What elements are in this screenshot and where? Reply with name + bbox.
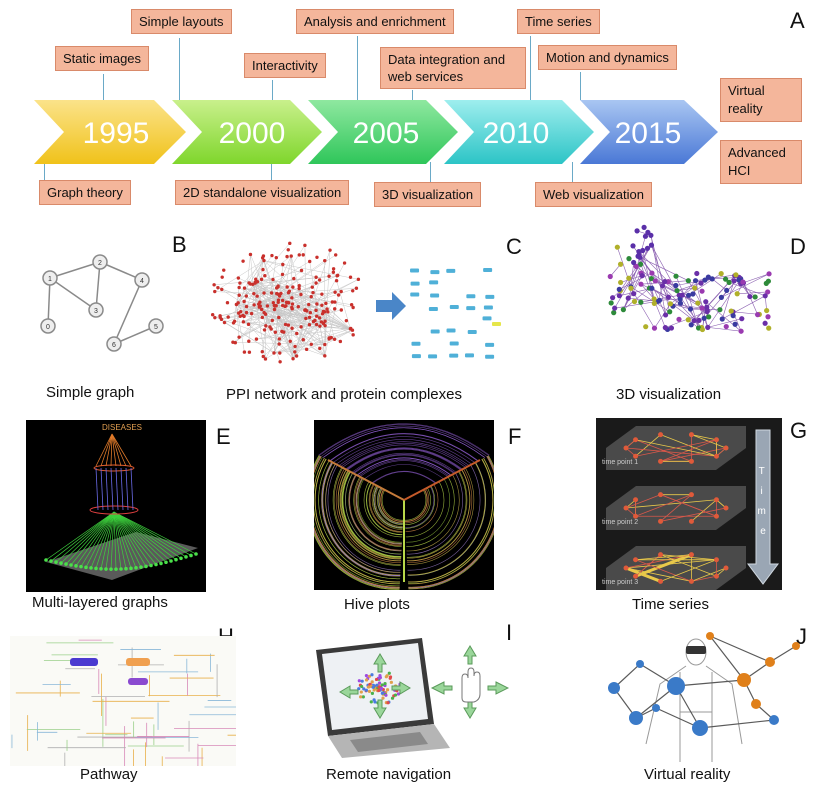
- panel-letter-d: D: [790, 234, 806, 259]
- graph-node-label: 4: [140, 278, 144, 285]
- timeline-label: 2D standalone visualization: [175, 180, 350, 205]
- graph-node-label: 1: [48, 276, 52, 283]
- connector-line: [430, 162, 431, 182]
- graph-node-label: 2: [98, 260, 102, 267]
- caption-hive-plots: Hive plots: [344, 596, 410, 613]
- timeline-label: Data integration and web services: [380, 47, 526, 89]
- hive-plot-image: [314, 420, 494, 590]
- graph-node-label: 3: [94, 308, 98, 315]
- time-arrow-letter: T: [759, 466, 765, 477]
- connector-line: [44, 162, 45, 180]
- timeline-arrow: 1995 2000 2005 2010 2015: [34, 100, 718, 164]
- timeline-label: Virtual reality: [720, 78, 802, 122]
- timeline-label: Analysis and enrichment: [296, 9, 454, 34]
- timeline-label: Web visualization: [535, 182, 652, 207]
- graph-node-label: 6: [112, 342, 116, 349]
- timeline-label: Advanced HCI: [720, 140, 802, 184]
- timeline-label: 3D visualization: [374, 182, 482, 207]
- 3d-visualization-image: [607, 224, 772, 334]
- diseases-label: DISEASES: [102, 423, 142, 432]
- time-point-label: time point 2: [602, 519, 638, 526]
- caption-ppi-network: PPI network and protein complexes: [226, 386, 462, 403]
- panel-letter-a: A: [790, 8, 805, 33]
- panel-letter-e: E: [216, 424, 231, 449]
- time-arrow-letter: i: [760, 486, 762, 497]
- timeline-label: Interactivity: [244, 53, 326, 78]
- connector-line: [357, 36, 358, 100]
- remote-navigation-image: [316, 638, 510, 758]
- caption-3d-visualization: 3D visualization: [616, 386, 722, 403]
- chevron-2000: [172, 100, 322, 164]
- virtual-reality-image: [608, 632, 800, 762]
- ppi-network-image: [210, 241, 501, 364]
- chevron-2015: [580, 100, 718, 164]
- pathway-map-image: [10, 636, 236, 766]
- connector-line: [580, 72, 581, 100]
- connector-line: [103, 74, 104, 100]
- caption-time-series: Time series: [632, 596, 709, 613]
- graph-node-label: 5: [154, 324, 158, 331]
- timeline-label: Motion and dynamics: [538, 45, 677, 70]
- year-label: 2000: [219, 117, 286, 150]
- time-arrow-label: T i m e: [757, 466, 768, 537]
- time-point-label: time point 3: [602, 579, 638, 586]
- year-label: 2010: [483, 117, 550, 150]
- panel-letter-i: I: [506, 620, 513, 645]
- chevron-2005: [308, 100, 458, 164]
- hand-icon: [461, 667, 481, 703]
- caption-multi-layered: Multi-layered graphs: [32, 594, 168, 611]
- year-label: 1995: [83, 117, 150, 150]
- time-series-image: T i m e time point 1 time point 2 time p…: [596, 418, 782, 590]
- timeline-label: Graph theory: [39, 180, 131, 205]
- arrow-right-icon: [376, 292, 406, 320]
- panel-letter-g: G: [790, 418, 808, 443]
- panel-letter-j: J: [796, 624, 807, 649]
- connector-line: [412, 90, 413, 100]
- panel-letter-b: B: [172, 232, 187, 257]
- year-label: 2005: [353, 117, 420, 150]
- connector-line: [272, 80, 273, 100]
- caption-simple-graph: Simple graph: [46, 384, 135, 401]
- simple-graph-image: 0 1 2 3 4 5 6: [40, 254, 164, 352]
- connector-line: [271, 162, 272, 180]
- time-arrow-letter: m: [757, 506, 765, 517]
- multi-layered-graph-image: DISEASES: [26, 420, 206, 592]
- caption-pathway: Pathway: [80, 766, 138, 783]
- connector-line: [179, 38, 180, 100]
- timeline-label: Simple layouts: [131, 9, 232, 34]
- caption-remote-navigation: Remote navigation: [326, 766, 452, 783]
- time-arrow-icon: [747, 429, 779, 585]
- caption-virtual-reality: Virtual reality: [644, 766, 731, 783]
- connector-line: [530, 36, 531, 100]
- panel-letter-c: C: [506, 234, 522, 259]
- timeline-label: Time series: [517, 9, 600, 34]
- timeline-label: Static images: [55, 46, 150, 71]
- year-label: 2015: [615, 117, 682, 150]
- chevron-1995: [34, 100, 186, 164]
- graph-node-label: 0: [46, 324, 50, 331]
- panel-letter-f: F: [508, 424, 522, 449]
- chevron-2010: [444, 100, 594, 164]
- time-arrow-letter: e: [760, 526, 766, 537]
- connector-line: [572, 162, 573, 182]
- time-point-label: time point 1: [602, 459, 638, 466]
